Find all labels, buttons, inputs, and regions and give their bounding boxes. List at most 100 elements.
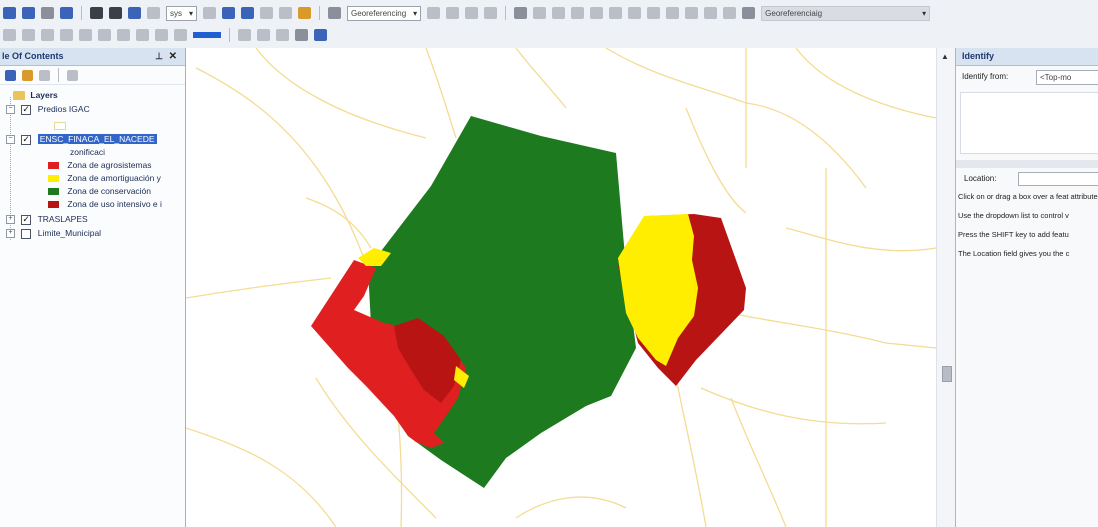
attributes-icon[interactable] [590,7,604,19]
identify-from-select[interactable]: <Top-mo [1036,70,1098,85]
cut-polygon-icon[interactable] [685,7,699,19]
select-elements-icon[interactable] [222,7,235,19]
toc-title-bar: le Of Contents ⊥ ✕ [0,48,185,66]
trace-icon[interactable] [571,7,585,19]
fixed-zoom-out-icon[interactable] [109,7,122,19]
layer-combo[interactable]: Georeferenciaig [761,5,931,21]
layer-symbol[interactable] [54,119,72,131]
list-by-source-icon[interactable] [22,69,33,81]
layer-visibility-checkbox[interactable] [21,133,32,145]
layer-traslapes[interactable]: + TRASLAPES [6,213,88,225]
zone-amortiguacion-east[interactable] [618,214,698,366]
sketch-properties-icon[interactable] [609,7,623,19]
arctoolbox-icon[interactable] [295,29,308,41]
layer-predios-igac[interactable]: − Predios IGAC [6,103,90,115]
select-features-icon[interactable] [203,7,216,19]
location-field[interactable] [1018,172,1098,186]
find-icon[interactable] [260,7,273,19]
add-control-points-icon[interactable] [427,7,441,19]
layer-label: Predios IGAC [37,104,90,114]
view-link-table-icon[interactable] [446,7,460,19]
layer-visibility-checkbox[interactable] [21,213,32,225]
legend-item-uso-intensivo[interactable]: Zona de uso intensivo e i [48,198,162,210]
expand-icon[interactable]: + [6,229,15,239]
layer-limite-municipal[interactable]: + Limite_Municipal [6,227,101,239]
edit-tool-icon[interactable] [533,7,547,19]
fixed-zoom-in-icon[interactable] [90,7,103,19]
collapse-icon[interactable]: − [6,105,15,115]
separator [319,6,320,20]
print-icon[interactable] [60,29,73,41]
topology-icon[interactable] [647,7,661,19]
identify-icon[interactable] [241,7,254,19]
georeferencing-combo[interactable]: Georeferencing [347,5,422,21]
measure-icon[interactable] [279,7,292,19]
shift-icon[interactable] [484,7,498,19]
zone-amortiguacion-small[interactable] [358,248,391,266]
toolbar-options-icon[interactable] [238,29,251,41]
sketch-icon[interactable] [552,7,566,19]
help-line: Press the SHIFT key to add featu [958,230,1069,239]
layer-visibility-checkbox[interactable] [21,103,32,115]
rotate-icon[interactable] [465,7,479,19]
close-icon[interactable]: ✕ [168,51,177,62]
color-bar-icon[interactable] [193,32,221,38]
back-extent-icon[interactable] [128,7,141,19]
list-by-visibility-icon[interactable] [39,69,50,81]
splitter[interactable] [956,160,1098,168]
search-window-icon[interactable] [276,29,289,41]
toolbar-menu-icon[interactable] [742,7,756,19]
map-canvas[interactable] [186,48,936,527]
layer-visibility-checkbox[interactable] [21,228,32,239]
identify-results-tree[interactable] [960,92,1098,154]
paste-icon[interactable] [117,29,130,41]
redo-icon[interactable] [174,29,187,41]
zone-uso-intensivo[interactable] [394,318,461,403]
layer-ensc-finaca[interactable]: − ENSC_FINACA_EL_NACEDE [6,133,157,145]
zoom-in-icon[interactable] [3,7,16,19]
identify-from-label: Identify from: [962,72,1009,81]
zone-amortiguacion-small[interactable] [454,366,469,388]
identify-title: Identify [962,51,995,61]
snapping-icon[interactable] [628,7,642,19]
rotate-edit-icon[interactable] [723,7,737,19]
cut-icon[interactable] [79,29,92,41]
zone-agrosistemas[interactable] [311,260,466,448]
legend-swatch [48,162,59,170]
toc-options-icon[interactable] [67,69,78,81]
forward-extent-icon[interactable] [147,7,160,19]
copy-icon[interactable] [98,29,111,41]
legend-item-amortiguacion[interactable]: Zona de amortiguación y [48,172,161,184]
list-by-drawing-order-icon[interactable] [5,69,16,81]
toolbar-options-icon[interactable] [328,7,341,19]
undo-icon[interactable] [155,29,168,41]
reshape-icon[interactable] [666,7,680,19]
catalog-icon[interactable] [257,29,270,41]
legend-item-conservacion[interactable]: Zona de conservación [48,185,151,197]
legend-item-agrosistemas[interactable]: Zona de agrosistemas [48,159,151,171]
delete-icon[interactable] [136,29,149,41]
map-view[interactable] [186,48,936,527]
zoom-out-icon[interactable] [22,7,35,19]
open-icon[interactable] [22,29,35,41]
new-document-icon[interactable] [3,29,16,41]
pin-icon[interactable]: ⊥ [155,51,163,61]
legend-swatch [48,188,59,196]
scale-combo[interactable]: sys [166,5,197,21]
layers-root[interactable]: Layers [13,89,58,101]
scroll-thumb[interactable] [942,366,952,382]
full-extent-icon[interactable] [60,7,73,19]
scroll-up-icon[interactable]: ▲ [941,52,949,61]
editor-icon[interactable] [514,7,528,19]
separator [229,28,230,42]
hyperlink-icon[interactable] [298,7,311,19]
map-vertical-scrollbar[interactable]: ▲ [936,48,955,527]
save-icon[interactable] [41,29,54,41]
legend-label: Zona de conservación [67,186,152,196]
identify-title-bar: Identify [956,48,1098,66]
expand-icon[interactable]: + [6,215,15,225]
collapse-icon[interactable]: − [6,135,15,145]
pan-icon[interactable] [41,7,54,19]
split-icon[interactable] [704,7,718,19]
python-icon[interactable] [314,29,327,41]
